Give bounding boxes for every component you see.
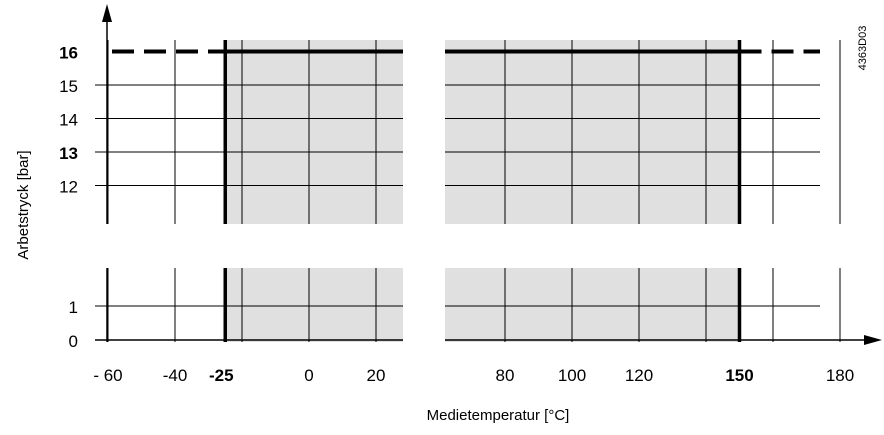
y-axis-label: Arbetstryck [bar] <box>15 150 32 259</box>
allowed-region-0-0 <box>225 40 403 224</box>
x-axis-label: Medietemperatur [°C] <box>427 407 570 424</box>
y-tick-label-16: 16 <box>59 44 78 63</box>
x-tick-label-100: 100 <box>558 366 586 385</box>
document-code: 4363D03 <box>857 26 869 71</box>
tick-labels: 16 15 14 13 12 1 0 - 60 -40 -25 0 20 80 100 120 150 180 <box>59 44 854 386</box>
allowed-region-1-0 <box>445 40 740 224</box>
x-tick-label-0: 0 <box>304 366 313 385</box>
x-tick-label-180: 180 <box>826 366 854 385</box>
plot-area <box>95 40 841 342</box>
boundary-layer <box>223 40 742 342</box>
y-tick-label-13: 13 <box>59 144 78 163</box>
axes <box>95 4 882 345</box>
y-tick-label-12: 12 <box>59 178 78 197</box>
allowed-region-1-1 <box>445 268 740 342</box>
y-tick-label-14: 14 <box>59 111 78 130</box>
x-tick-label-20: 20 <box>367 366 386 385</box>
y-axis-arrow <box>102 4 112 22</box>
y-tick-label-15: 15 <box>59 77 78 96</box>
x-tick-label-120: 120 <box>625 366 653 385</box>
x-tick-label--60: - 60 <box>93 366 122 385</box>
y-tick-label-0: 0 <box>69 332 78 351</box>
x-tick-label-150: 150 <box>725 366 753 385</box>
x-tick-label-80: 80 <box>496 366 515 385</box>
x-tick-label--40: -40 <box>163 366 188 385</box>
allowed-region-layer <box>225 40 740 342</box>
x-axis-arrow <box>864 335 882 345</box>
y-tick-label-1: 1 <box>69 298 78 317</box>
allowed-region-0-1 <box>225 268 403 342</box>
x-tick-label--25: -25 <box>209 366 234 385</box>
